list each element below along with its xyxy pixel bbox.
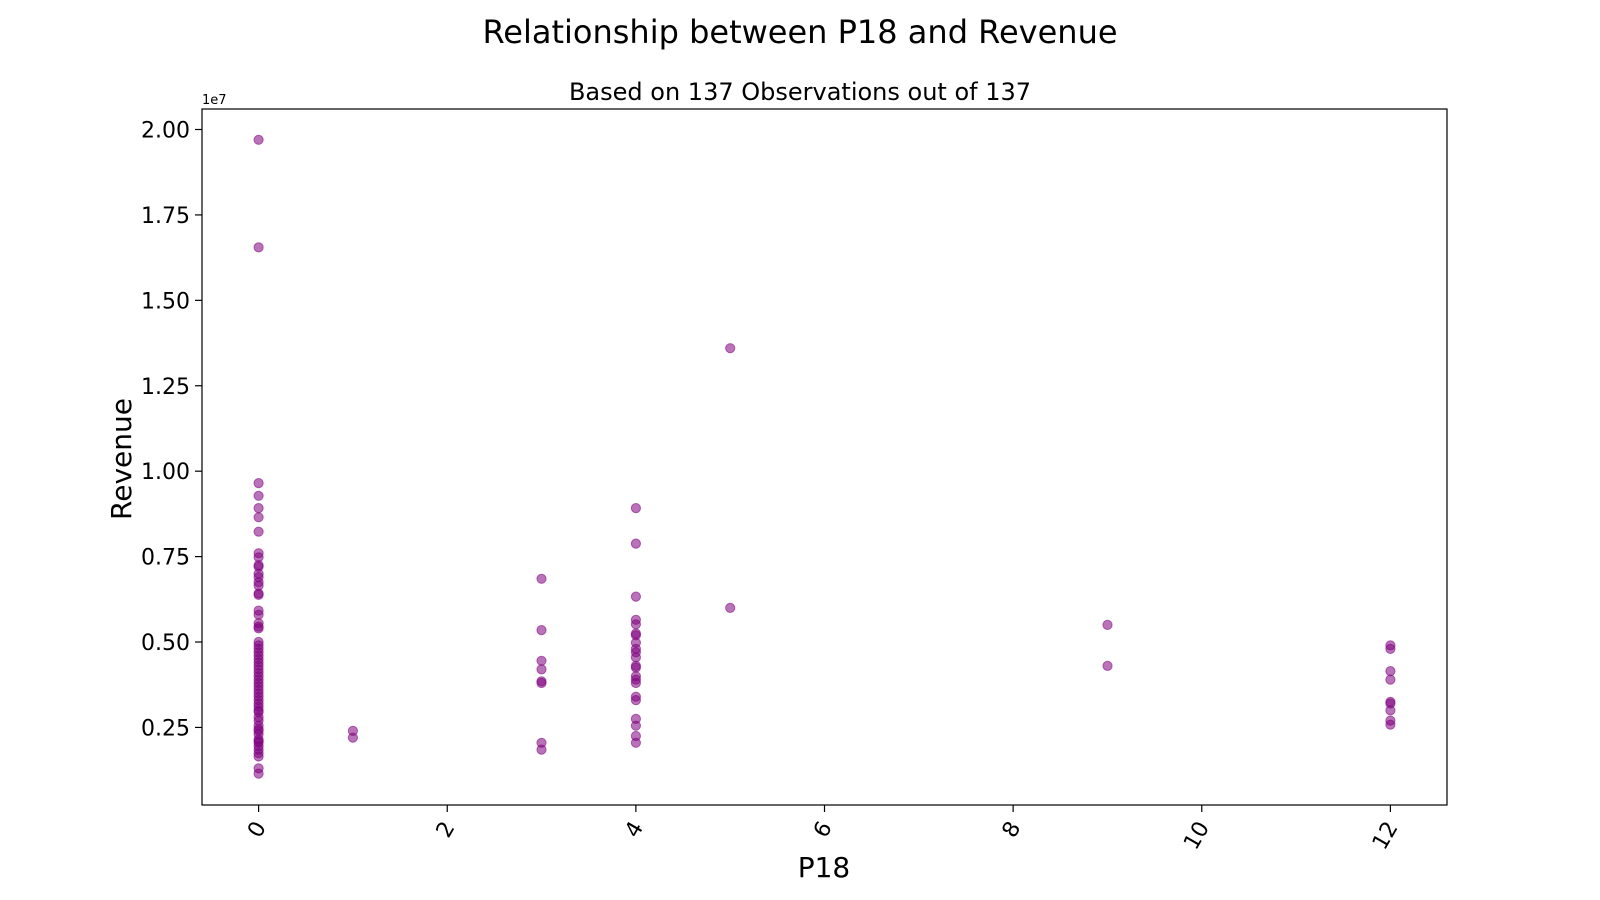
x-tick-label: 12 xyxy=(1368,818,1404,855)
data-point xyxy=(1385,666,1396,677)
x-tick-label: 10 xyxy=(1179,818,1215,855)
x-tick-label: 8 xyxy=(998,818,1027,843)
data-point xyxy=(536,655,547,666)
chart-title: Relationship between P18 and Revenue xyxy=(482,13,1117,51)
data-point xyxy=(630,695,642,706)
data-point xyxy=(253,242,264,253)
data-point xyxy=(630,652,642,663)
data-point xyxy=(630,619,642,630)
y-tick-label: 0.75 xyxy=(141,546,190,571)
data-point xyxy=(630,538,642,549)
data-point xyxy=(1102,660,1113,672)
points-layer xyxy=(253,134,1396,779)
data-point xyxy=(1385,705,1396,716)
data-point xyxy=(536,677,547,689)
data-point xyxy=(253,503,264,514)
y-tick-label: 0.25 xyxy=(141,716,190,741)
chart-subtitle: Based on 137 Observations out of 137 xyxy=(569,78,1031,106)
x-tick-label: 0 xyxy=(243,818,272,843)
data-point xyxy=(630,503,642,514)
x-tick-label: 2 xyxy=(432,818,461,843)
data-point xyxy=(1385,674,1396,685)
plot-frame xyxy=(201,108,1448,806)
y-offset-label: 1e7 xyxy=(202,93,227,108)
data-point xyxy=(253,609,264,620)
data-point xyxy=(536,625,547,636)
y-tick-label: 2.00 xyxy=(141,119,190,144)
y-axis-ticks: 0.25 0.50 0.75 1.00 1.25 1.50 1.75 2.00 xyxy=(141,119,202,741)
x-tick-label: 6 xyxy=(809,818,838,843)
data-point xyxy=(253,490,264,501)
data-point xyxy=(630,591,642,602)
data-point xyxy=(536,664,547,675)
data-point xyxy=(536,744,547,755)
data-point xyxy=(725,343,736,354)
data-point xyxy=(1385,643,1396,655)
y-tick-label: 1.25 xyxy=(141,375,190,400)
data-point xyxy=(253,134,264,145)
data-point xyxy=(253,768,264,779)
data-point xyxy=(253,526,264,537)
x-tick-label: 4 xyxy=(620,818,649,843)
data-point xyxy=(253,623,264,634)
data-point xyxy=(630,662,642,673)
x-axis-label: P18 xyxy=(798,851,851,884)
data-point xyxy=(725,602,736,614)
data-point xyxy=(1385,719,1396,730)
y-tick-label: 1.75 xyxy=(141,204,190,229)
data-point xyxy=(536,573,547,584)
data-point xyxy=(630,720,642,731)
data-point xyxy=(630,737,642,748)
data-point xyxy=(347,732,358,743)
x-axis-ticks: 0 2 4 6 8 10 12 xyxy=(243,805,1404,855)
y-axis-label: Revenue xyxy=(105,398,138,520)
y-tick-label: 1.00 xyxy=(141,460,190,485)
data-point xyxy=(253,751,264,762)
y-tick-label: 0.50 xyxy=(141,631,190,656)
data-point xyxy=(253,589,264,601)
data-point xyxy=(253,512,264,523)
data-point xyxy=(1102,619,1113,631)
data-point xyxy=(630,677,642,689)
data-point xyxy=(253,478,264,489)
y-tick-label: 1.50 xyxy=(141,289,190,314)
